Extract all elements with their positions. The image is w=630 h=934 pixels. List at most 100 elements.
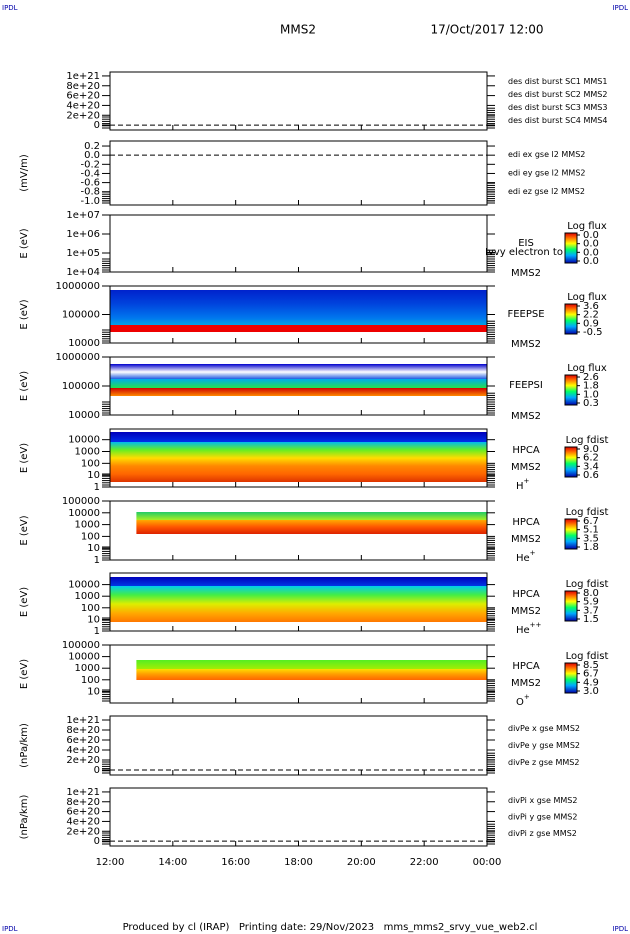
legend-entry: des dist burst SC2 MMS2 xyxy=(508,90,607,99)
y-axis-label: (mV/m) xyxy=(19,154,30,192)
spectrogram xyxy=(110,364,487,380)
y-axis-label: E (eV) xyxy=(19,587,30,617)
y-axis-label: E (eV) xyxy=(19,228,30,258)
spectrogram xyxy=(136,669,487,680)
y-tick-label: 100000 xyxy=(62,310,100,321)
y-tick-label: 1e+04 xyxy=(66,267,100,278)
plot-frame xyxy=(109,71,488,131)
y-tick-label: 100 xyxy=(81,531,100,542)
legend-entry: divPe y gse MMS2 xyxy=(508,741,580,750)
x-tick-label: 18:00 xyxy=(284,857,313,868)
species-label: He+ xyxy=(516,549,536,564)
y-tick-label: 8e+20 xyxy=(66,81,100,92)
colorbar-tick-label: 1.8 xyxy=(583,381,599,392)
y-tick-label: 1000 xyxy=(75,520,100,531)
y-tick-label: 1e+05 xyxy=(66,248,100,259)
y-tick-label: -0.6 xyxy=(80,178,100,189)
y-tick-label: 1e+07 xyxy=(66,210,100,221)
y-tick-label: 10000 xyxy=(68,410,100,421)
x-tick-label: 22:00 xyxy=(410,857,439,868)
legend-entry: des dist burst SC3 MMS3 xyxy=(508,103,607,112)
spacecraft-label: MMS2 xyxy=(511,268,541,279)
y-tick-label: 1000 xyxy=(75,447,100,458)
colorbar-tick-label: 3.0 xyxy=(583,686,599,697)
spectrogram xyxy=(110,586,487,622)
colorbar-title: Log flux xyxy=(567,292,607,303)
colorbar xyxy=(564,590,578,622)
y-tick-label: 1000000 xyxy=(55,281,100,292)
colorbar-tick-label: 3.4 xyxy=(583,461,599,472)
y-tick-label: 6e+20 xyxy=(66,807,100,818)
spectrogram xyxy=(110,388,487,396)
y-axis-label: (nPa/km) xyxy=(19,795,30,840)
y-axis-label: E (eV) xyxy=(19,299,30,329)
spacecraft-label: MMS2 xyxy=(511,462,541,473)
colorbar xyxy=(564,303,578,335)
legend-entry: divPi x gse MMS2 xyxy=(508,796,577,805)
y-tick-label: 10000 xyxy=(68,652,100,663)
colorbar-tick-label: 0.6 xyxy=(583,470,599,481)
date-title: 17/Oct/2017 12:00 xyxy=(430,23,543,37)
y-tick-label: 100000 xyxy=(62,496,100,507)
x-tick-label: 12:00 xyxy=(96,857,125,868)
y-tick-label: 100 xyxy=(81,603,100,614)
logo: IPDL xyxy=(612,4,628,12)
y-tick-label: 10 xyxy=(87,470,100,481)
y-tick-label: -1.0 xyxy=(80,196,100,207)
y-tick-label: 10000 xyxy=(68,338,100,349)
y-tick-label: 1e+06 xyxy=(66,229,100,240)
colorbar-tick-label: 1.0 xyxy=(583,389,599,400)
colorbar-tick-label: 0.0 xyxy=(583,247,599,258)
legend-entry: edi ex gse l2 MMS2 xyxy=(508,150,585,159)
y-tick-label: 6e+20 xyxy=(66,735,100,746)
colorbar-tick-label: 2.6 xyxy=(583,372,599,383)
colorbar-tick-label: 2.2 xyxy=(583,310,599,321)
plot-frame xyxy=(109,214,488,273)
y-tick-label: 1e+21 xyxy=(66,71,100,82)
legend-entry: divPe x gse MMS2 xyxy=(508,724,580,733)
spectrogram xyxy=(136,660,487,670)
y-tick-label: 2e+20 xyxy=(66,826,100,837)
colorbar-tick-label: 5.9 xyxy=(583,597,599,608)
colorbar-tick-label: 5.1 xyxy=(583,525,599,536)
colorbar-tick-label: 0.0 xyxy=(583,256,599,267)
colorbar-tick-label: 8.0 xyxy=(583,588,599,599)
y-tick-label: 100000 xyxy=(62,640,100,651)
y-tick-label: 0 xyxy=(94,836,100,847)
spectrogram xyxy=(110,442,487,482)
species-charge: ++ xyxy=(530,621,542,629)
spectrogram xyxy=(110,325,487,332)
instrument-label: FEEPSE xyxy=(507,309,544,320)
colorbar xyxy=(564,518,578,550)
colorbar-title: Log fdist xyxy=(566,435,609,446)
legend-entry: divPe z gse MMS2 xyxy=(508,758,579,767)
legend-entry: edi ez gse l2 MMS2 xyxy=(508,187,585,196)
y-axis-label: E (eV) xyxy=(19,443,30,473)
y-tick-label: 100000 xyxy=(62,381,100,392)
colorbar-tick-label: 0.9 xyxy=(583,318,599,329)
colorbar-tick-label: 6.7 xyxy=(583,669,599,680)
y-tick-label: 10 xyxy=(87,614,100,625)
colorbar xyxy=(564,374,578,406)
spectrogram xyxy=(110,432,487,443)
colorbar-tick-label: -0.5 xyxy=(583,327,603,338)
y-tick-label: 100 xyxy=(81,675,100,686)
colorbar-tick-label: 0.3 xyxy=(583,398,599,409)
colorbar-tick-label: 3.5 xyxy=(583,533,599,544)
y-tick-label: 10 xyxy=(87,543,100,554)
colorbar xyxy=(564,232,578,264)
colorbar-tick-label: 0.0 xyxy=(583,239,599,250)
y-tick-label: 0.2 xyxy=(84,141,100,152)
species: He xyxy=(516,625,530,636)
logo: IPDL xyxy=(612,925,628,933)
colorbar-title: Log fdist xyxy=(566,579,609,590)
footer: Produced by cl (IRAP) Printing date: 29/… xyxy=(123,922,538,933)
y-tick-label: 1000 xyxy=(75,663,100,674)
colorbar-tick-label: 0.0 xyxy=(583,230,599,241)
colorbar-title: Log flux xyxy=(567,363,607,374)
legend-entry: divPi y gse MMS2 xyxy=(508,813,577,822)
instrument-label: HPCA xyxy=(512,589,540,600)
y-tick-label: 8e+20 xyxy=(66,725,100,736)
y-tick-label: 4e+20 xyxy=(66,816,100,827)
instrument-label: HPCA xyxy=(512,445,540,456)
